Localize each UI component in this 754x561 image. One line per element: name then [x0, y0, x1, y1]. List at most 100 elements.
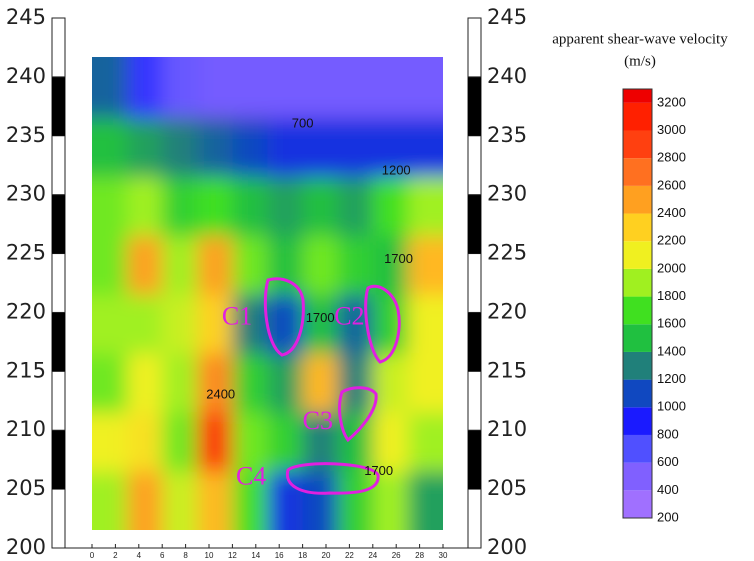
y-tick-label-right: 235 — [487, 123, 527, 147]
colorbar-tick-label: 1400 — [657, 343, 686, 358]
velocity-cell — [127, 471, 163, 530]
x-tick-label: 16 — [275, 551, 284, 560]
colorbar-band — [623, 185, 652, 214]
colorbar-band — [623, 89, 652, 103]
cavity-label: C1 — [222, 301, 252, 330]
colorbar-band — [623, 434, 652, 463]
colorbar-frame — [622, 88, 653, 519]
colorbar-tick-label: 2200 — [657, 233, 686, 248]
velocity-cell — [337, 177, 374, 237]
velocity-cell — [337, 471, 374, 530]
velocity-cell — [407, 471, 443, 530]
y-tick-label-right: 245 — [487, 5, 527, 29]
velocity-cell — [302, 353, 339, 414]
velocity-cell — [162, 471, 198, 530]
colorbar-tick-label: 200 — [657, 509, 679, 524]
colorbar-band — [623, 268, 652, 297]
velocity-cell — [232, 294, 268, 355]
velocity-cell — [372, 353, 409, 414]
velocity-cell — [407, 294, 443, 355]
cavity-label: C4 — [236, 461, 266, 490]
x-tick-label: 18 — [298, 551, 307, 560]
velocity-cell — [372, 471, 409, 530]
velocity-cell — [162, 177, 198, 237]
colorbar-tick-label: 2600 — [657, 177, 686, 192]
overlay — [263, 277, 401, 495]
velocity-cell — [407, 412, 443, 472]
velocity-cell — [127, 353, 163, 414]
colorbar-tick-label: 2400 — [657, 205, 686, 220]
x-tick-label: 20 — [322, 551, 331, 560]
velocity-cell — [197, 294, 233, 355]
velocity-cell — [232, 57, 268, 119]
velocity-cell — [127, 57, 163, 119]
velocity-cell — [372, 118, 409, 178]
cavity-outline — [285, 462, 380, 495]
velocity-cell — [302, 294, 339, 355]
contour-label: 1700 — [364, 463, 393, 478]
velocity-field — [92, 57, 443, 530]
scale-segment-right — [468, 76, 481, 136]
y-tick-label: 210 — [6, 417, 46, 441]
cavity-label: C2 — [334, 301, 364, 330]
contour-label: 700 — [292, 115, 314, 130]
velocity-cell — [232, 471, 268, 530]
x-tick-label: 0 — [90, 551, 95, 560]
velocity-cell — [92, 471, 128, 530]
velocity-cell — [337, 235, 374, 296]
velocity-cell — [197, 57, 233, 119]
velocity-cell — [302, 412, 339, 472]
x-tick-label: 26 — [392, 551, 401, 560]
y-tick-label: 230 — [6, 182, 46, 206]
velocity-cell — [267, 177, 304, 237]
velocity-cell — [407, 57, 443, 119]
y-tick-label: 245 — [6, 5, 46, 29]
x-tick-label: 10 — [205, 551, 214, 560]
x-tick-label: 12 — [228, 551, 237, 560]
colorbar-tick-label: 2800 — [657, 150, 686, 165]
velocity-cell — [232, 353, 268, 414]
velocity-cell — [372, 294, 409, 355]
velocity-cell — [302, 471, 339, 530]
cavity-outline — [263, 277, 305, 357]
scale-segment-right — [468, 312, 481, 372]
velocity-cell — [407, 235, 443, 296]
y-tick-label-right: 210 — [487, 417, 527, 441]
velocity-cell — [302, 57, 339, 119]
colorbar-band — [623, 462, 652, 491]
velocity-cell — [232, 118, 268, 178]
velocity-cell — [162, 412, 198, 472]
velocity-cell — [127, 118, 163, 178]
y-tick-label: 220 — [6, 299, 46, 323]
colorbar-tick-label: 1200 — [657, 371, 686, 386]
colorbar-band — [623, 130, 652, 159]
contour-label: 1700 — [384, 251, 413, 266]
velocity-cell — [162, 235, 198, 296]
colorbar-tick-label: 800 — [657, 426, 679, 441]
y-tick-label: 225 — [6, 241, 46, 265]
velocity-cell — [127, 235, 163, 296]
velocity-cell — [407, 353, 443, 414]
y-tick-label: 240 — [6, 64, 46, 88]
y-tick-label-right: 240 — [487, 64, 527, 88]
velocity-cell — [197, 118, 233, 178]
colorbar-tick-label: 3200 — [657, 94, 686, 109]
velocity-cell — [162, 57, 198, 119]
velocity-cell — [302, 177, 339, 237]
velocity-cell — [92, 57, 128, 119]
x-tick-label: 8 — [183, 551, 188, 560]
velocity-cell — [197, 412, 233, 472]
y-tick-label-right: 200 — [487, 535, 527, 559]
colorbar-band — [623, 158, 652, 186]
velocity-cell — [127, 294, 163, 355]
colorbar-band — [623, 241, 652, 269]
scale-segment — [52, 430, 65, 490]
contour-label: 1700 — [306, 310, 335, 325]
y-tick-label: 205 — [6, 476, 46, 500]
velocity-cell — [232, 177, 268, 237]
velocity-cell — [92, 412, 128, 472]
colorbar-band — [623, 407, 652, 435]
field-clip — [92, 57, 443, 530]
scale-segment — [52, 194, 65, 254]
